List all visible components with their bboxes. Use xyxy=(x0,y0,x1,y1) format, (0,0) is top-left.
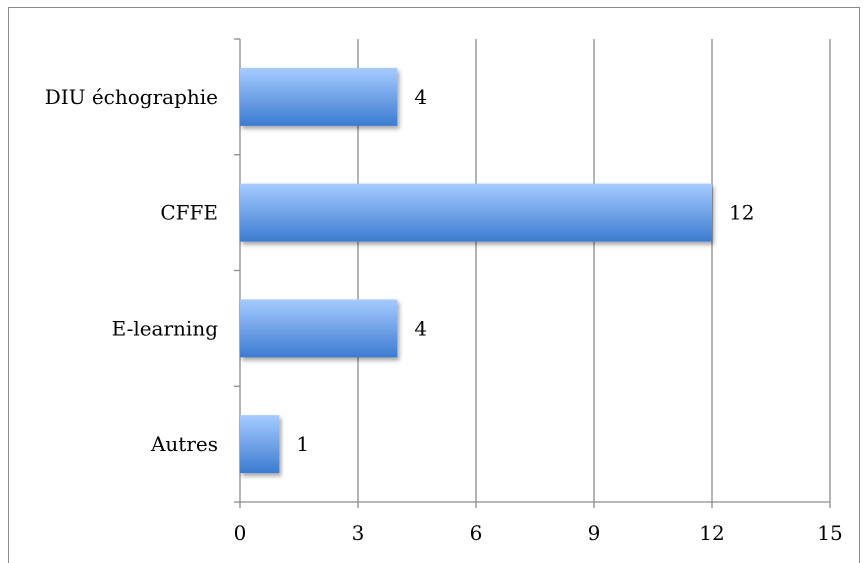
bar xyxy=(240,415,279,473)
x-tick-label: 12 xyxy=(699,521,724,545)
bar xyxy=(240,299,397,357)
data-label: 1 xyxy=(296,432,309,456)
x-tick-label: 6 xyxy=(470,521,483,545)
y-tick-label: DIU échographie xyxy=(45,85,218,109)
y-tick-label: E-learning xyxy=(112,316,219,340)
x-tick-label: 0 xyxy=(234,521,247,545)
bar xyxy=(240,184,712,242)
data-label: 4 xyxy=(414,316,427,340)
x-tick-label: 9 xyxy=(588,521,601,545)
data-label: 12 xyxy=(729,201,754,225)
y-tick-label: Autres xyxy=(150,432,218,456)
bar xyxy=(240,68,397,126)
x-tick-label: 15 xyxy=(817,521,842,545)
y-tick-label: CFFE xyxy=(160,201,218,225)
gridlines xyxy=(358,39,830,502)
labels: 0 3 6 9 12 15 Autres 1 E-learning 4 CFFE 12 DIU écho… xyxy=(45,85,843,545)
data-label: 4 xyxy=(414,85,427,109)
x-tick-label: 3 xyxy=(352,521,365,545)
